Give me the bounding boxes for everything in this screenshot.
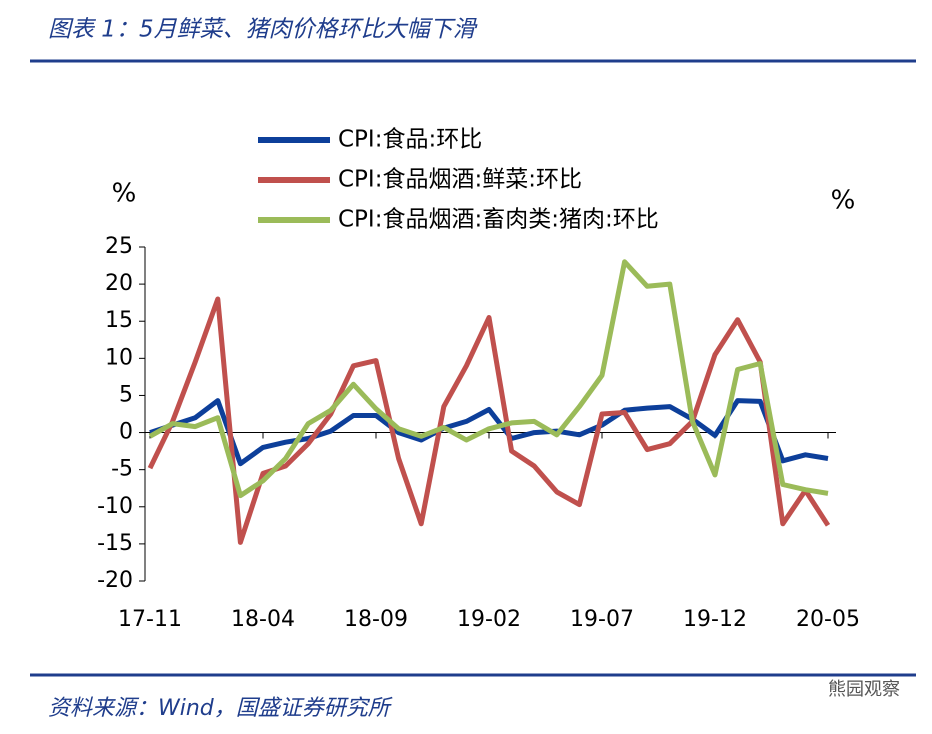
y-label: % — [112, 179, 137, 209]
legend-label: CPI:食品烟酒:鲜菜:环比 — [338, 167, 582, 193]
x-tick-label: 20-05 — [796, 607, 860, 632]
x-tick-label: 18-09 — [344, 607, 408, 632]
y2-label: % — [831, 186, 856, 216]
x-tick-label: 19-12 — [683, 607, 747, 632]
x-tick-label: 17-11 — [118, 607, 182, 632]
y-tick-label: 20 — [105, 271, 133, 296]
series-line — [148, 259, 829, 499]
series-line — [147, 296, 831, 545]
y-tick-label: 10 — [105, 345, 133, 370]
title: 图表 1：5月鲜菜、猪肉价格环比大幅下滑 — [48, 17, 478, 43]
y-tick-label: -5 — [111, 457, 133, 482]
legend-label: CPI:食品:环比 — [338, 127, 482, 153]
y-tick-label: -10 — [97, 494, 133, 519]
y-tick-label: -20 — [97, 568, 133, 593]
y-tick-label: 25 — [105, 234, 133, 259]
y-tick-label: 0 — [119, 420, 133, 445]
watermark: 熊园观察 — [828, 679, 900, 700]
x-tick-label: 19-07 — [570, 607, 634, 632]
series-line — [149, 398, 829, 467]
legend-label: CPI:食品烟酒:畜肉类:猪肉:环比 — [338, 207, 659, 233]
y-tick-label: -15 — [97, 531, 133, 556]
y-tick-label: 15 — [105, 308, 133, 333]
y-tick-label: 5 — [119, 382, 133, 407]
x-tick-label: 19-02 — [457, 607, 521, 632]
x-tick-label: 18-04 — [231, 607, 295, 632]
source: 资料来源：Wind，国盛证券研究所 — [48, 696, 393, 721]
